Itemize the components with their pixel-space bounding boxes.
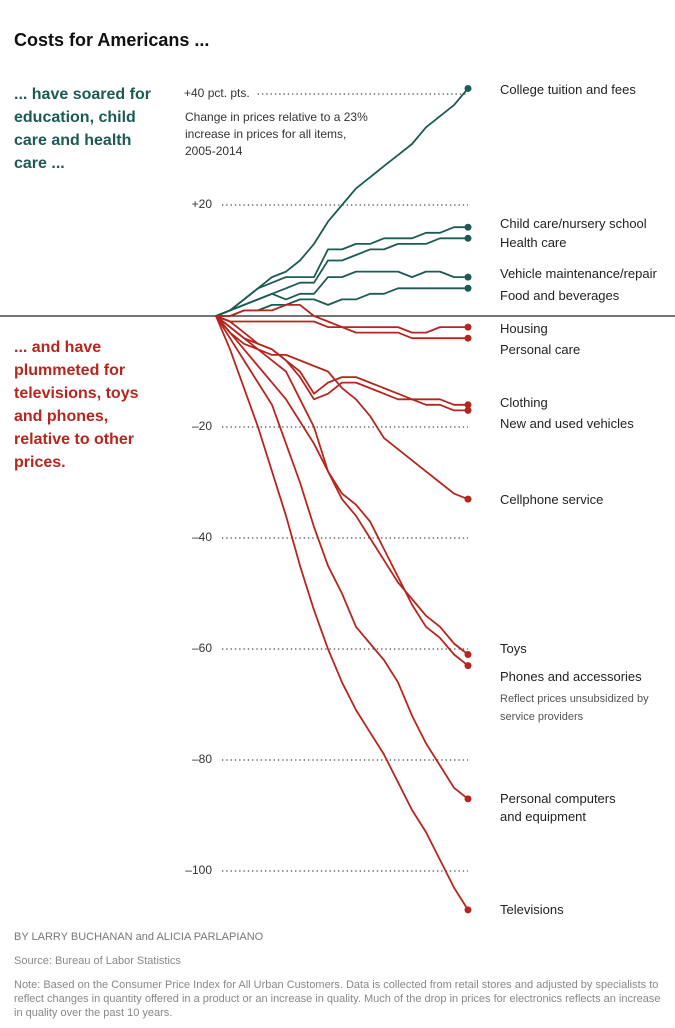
y-tick-label: –20 xyxy=(192,419,212,433)
y-tick-label: +40 pct. pts. xyxy=(184,86,250,100)
series-label: College tuition and fees xyxy=(500,82,636,97)
series-line xyxy=(215,315,468,340)
series-label: Toys xyxy=(500,641,527,656)
series-line xyxy=(215,315,469,667)
end-dot xyxy=(464,223,472,231)
series-label: Food and beverages xyxy=(500,288,620,303)
y-tick-label: –80 xyxy=(192,752,212,766)
y-tick-label: –60 xyxy=(192,641,212,655)
end-dot xyxy=(464,84,472,92)
phones-note: Reflect prices unsubsidized by service p… xyxy=(500,693,649,723)
subtitle-down: ... and have plummeted for televisions, … xyxy=(14,339,139,471)
end-dot xyxy=(464,401,472,409)
series-line xyxy=(215,315,468,412)
series-label: Vehicle maintenance/repair xyxy=(500,266,657,281)
series-label: Televisions xyxy=(500,902,564,917)
end-dot xyxy=(464,795,472,803)
series-label: Health care xyxy=(500,235,567,250)
series-label: Personal care xyxy=(500,342,581,357)
series-line xyxy=(215,315,469,800)
series-label: Clothing xyxy=(500,395,548,410)
end-dot xyxy=(464,406,472,414)
end-dot xyxy=(464,323,472,331)
series-line xyxy=(215,226,468,317)
series-label: Personal computers and equipment xyxy=(500,791,616,824)
series-label: Phones and accessories xyxy=(500,669,642,684)
end-dot xyxy=(464,284,472,292)
byline: BY LARRY BUCHANAN and ALICIA PARLAPIANO xyxy=(14,931,264,943)
end-dot xyxy=(464,495,472,503)
end-dot xyxy=(464,662,472,670)
end-dot xyxy=(464,273,472,281)
chart-title: Costs for Americans ... xyxy=(14,30,210,50)
series-label: Cellphone service xyxy=(500,492,604,507)
y-tick-label: +20 xyxy=(192,197,213,211)
series-line xyxy=(215,315,469,501)
source: Source: Bureau of Labor Statistics xyxy=(14,955,181,967)
end-dot xyxy=(464,906,472,914)
subtitle-up: ... have soared for education, child car… xyxy=(14,86,151,172)
annotation: Change in prices relative to a 23% incre… xyxy=(185,110,368,158)
series-label: Housing xyxy=(500,321,548,336)
y-tick-label: –100 xyxy=(185,863,212,877)
end-dot xyxy=(464,334,472,342)
series-line xyxy=(215,315,469,911)
end-dot xyxy=(464,651,472,659)
end-dot xyxy=(464,234,472,242)
note: Note: Based on the Consumer Price Index … xyxy=(14,979,661,1019)
series-line xyxy=(216,303,468,334)
y-tick-label: –40 xyxy=(192,530,212,544)
series-label: New and used vehicles xyxy=(500,416,634,431)
series-label: Child care/nursery school xyxy=(500,216,647,231)
series-line xyxy=(215,270,468,317)
series-line xyxy=(215,315,469,656)
